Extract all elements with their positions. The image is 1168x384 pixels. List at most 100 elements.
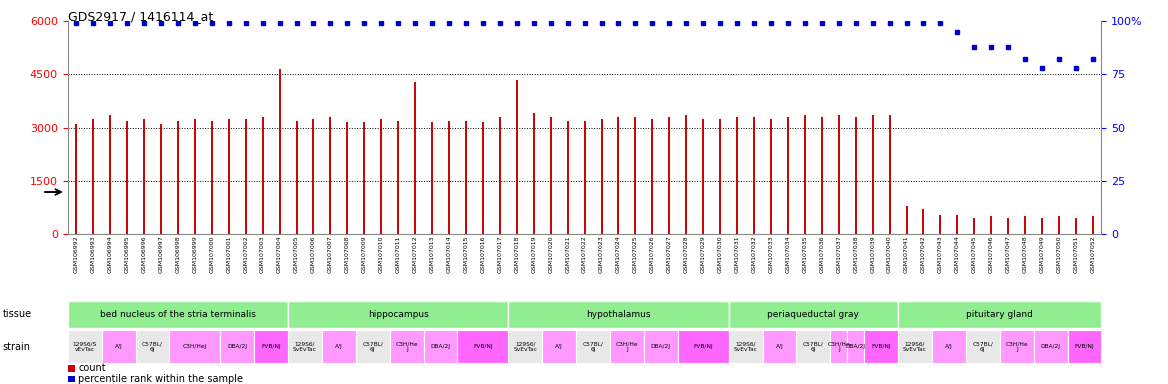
- Bar: [576, 330, 610, 363]
- Bar: [255, 330, 288, 363]
- Text: C57BL/
6J: C57BL/ 6J: [802, 341, 823, 352]
- Bar: [68, 330, 102, 363]
- Bar: [542, 330, 576, 363]
- Bar: [169, 330, 221, 363]
- Text: GSM107027: GSM107027: [667, 236, 672, 273]
- Bar: [797, 330, 830, 363]
- Text: GSM107034: GSM107034: [785, 236, 791, 273]
- Bar: [729, 301, 898, 328]
- Text: FVB/NJ: FVB/NJ: [262, 344, 280, 349]
- Bar: [610, 330, 644, 363]
- Bar: [135, 330, 169, 363]
- Text: GSM107046: GSM107046: [989, 236, 994, 273]
- Text: GSM107011: GSM107011: [396, 236, 401, 273]
- Bar: [898, 301, 1101, 328]
- Text: GSM107007: GSM107007: [328, 236, 333, 273]
- Text: GSM106998: GSM106998: [175, 236, 180, 273]
- Text: FVB/NJ: FVB/NJ: [473, 344, 493, 349]
- Text: C57BL/
6J: C57BL/ 6J: [973, 341, 993, 352]
- Bar: [1068, 330, 1101, 363]
- Bar: [729, 330, 763, 363]
- Text: 129S6/
SvEvTac: 129S6/ SvEvTac: [293, 341, 317, 352]
- Bar: [288, 330, 322, 363]
- Text: GSM107051: GSM107051: [1073, 236, 1078, 273]
- Text: GSM107033: GSM107033: [769, 236, 773, 273]
- Text: GSM107042: GSM107042: [922, 236, 926, 273]
- Text: GSM107044: GSM107044: [955, 236, 960, 273]
- Text: GSM107032: GSM107032: [751, 236, 757, 273]
- Text: periaqueductal gray: periaqueductal gray: [767, 310, 860, 319]
- Text: FVB/NJ: FVB/NJ: [1075, 344, 1094, 349]
- Text: GSM107047: GSM107047: [1006, 236, 1010, 273]
- Text: GSM107000: GSM107000: [209, 236, 214, 273]
- Text: GSM106996: GSM106996: [141, 236, 146, 273]
- Bar: [68, 365, 75, 372]
- Text: GSM107035: GSM107035: [802, 236, 807, 273]
- Text: strain: strain: [2, 342, 30, 352]
- Text: DBA/2J: DBA/2J: [1041, 344, 1061, 349]
- Text: pituitary gland: pituitary gland: [966, 310, 1034, 319]
- Text: GSM107014: GSM107014: [446, 236, 452, 273]
- Bar: [508, 330, 542, 363]
- Text: A/J: A/J: [555, 344, 563, 349]
- Text: GSM107003: GSM107003: [260, 236, 265, 273]
- Text: 129S6/S
vEvTac: 129S6/S vEvTac: [72, 341, 97, 352]
- Text: GSM107021: GSM107021: [565, 236, 570, 273]
- Bar: [644, 330, 677, 363]
- Text: GSM107041: GSM107041: [904, 236, 909, 273]
- Text: GSM107008: GSM107008: [345, 236, 350, 273]
- Text: count: count: [78, 363, 106, 373]
- Text: GSM107039: GSM107039: [870, 236, 875, 273]
- Text: hippocampus: hippocampus: [368, 310, 429, 319]
- Text: hypothalamus: hypothalamus: [586, 310, 651, 319]
- Text: GSM107018: GSM107018: [514, 236, 520, 273]
- Text: C3H/He
J: C3H/He J: [827, 341, 850, 352]
- Text: GSM107022: GSM107022: [582, 236, 588, 273]
- Text: GSM107050: GSM107050: [1057, 236, 1062, 273]
- Text: GSM107004: GSM107004: [277, 236, 281, 273]
- Bar: [847, 330, 864, 363]
- Text: C57BL/
6J: C57BL/ 6J: [583, 341, 604, 352]
- Text: C57BL/
6J: C57BL/ 6J: [142, 341, 162, 352]
- Text: GSM107001: GSM107001: [227, 236, 231, 273]
- Bar: [288, 301, 508, 328]
- Text: GSM107013: GSM107013: [430, 236, 434, 273]
- Bar: [424, 330, 458, 363]
- Text: GSM107002: GSM107002: [243, 236, 248, 273]
- Text: GSM107030: GSM107030: [717, 236, 723, 273]
- Text: GSM106997: GSM106997: [159, 236, 164, 273]
- Bar: [221, 330, 255, 363]
- Text: C3H/He
J: C3H/He J: [616, 341, 638, 352]
- Bar: [508, 301, 729, 328]
- Text: A/J: A/J: [776, 344, 784, 349]
- Text: GSM107031: GSM107031: [735, 236, 739, 273]
- Text: GSM107028: GSM107028: [683, 236, 689, 273]
- Text: 129S6/
SvEvTac: 129S6/ SvEvTac: [514, 341, 537, 352]
- Text: DBA/2J: DBA/2J: [651, 344, 670, 349]
- Text: C3H/He
J: C3H/He J: [1006, 341, 1028, 352]
- Text: GSM107025: GSM107025: [633, 236, 638, 273]
- Text: GSM107006: GSM107006: [311, 236, 317, 273]
- Text: GSM107052: GSM107052: [1091, 236, 1096, 273]
- Text: GSM107024: GSM107024: [616, 236, 621, 273]
- Text: A/J: A/J: [114, 344, 123, 349]
- Text: GSM107048: GSM107048: [1023, 236, 1028, 273]
- Bar: [458, 330, 508, 363]
- Text: A/J: A/J: [945, 344, 953, 349]
- Text: GSM107045: GSM107045: [972, 236, 976, 273]
- Text: GSM107037: GSM107037: [836, 236, 841, 273]
- Text: GSM107020: GSM107020: [548, 236, 554, 273]
- Text: GSM107019: GSM107019: [531, 236, 536, 273]
- Bar: [356, 330, 390, 363]
- Bar: [322, 330, 356, 363]
- Text: DBA/2J: DBA/2J: [846, 344, 865, 349]
- Text: 129S6/
SvEvTac: 129S6/ SvEvTac: [903, 341, 927, 352]
- Text: percentile rank within the sample: percentile rank within the sample: [78, 374, 243, 384]
- Text: GSM106993: GSM106993: [91, 236, 96, 273]
- Bar: [68, 376, 75, 382]
- Bar: [68, 301, 288, 328]
- Bar: [932, 330, 966, 363]
- Text: GSM107023: GSM107023: [599, 236, 604, 273]
- Text: tissue: tissue: [2, 310, 32, 319]
- Bar: [763, 330, 797, 363]
